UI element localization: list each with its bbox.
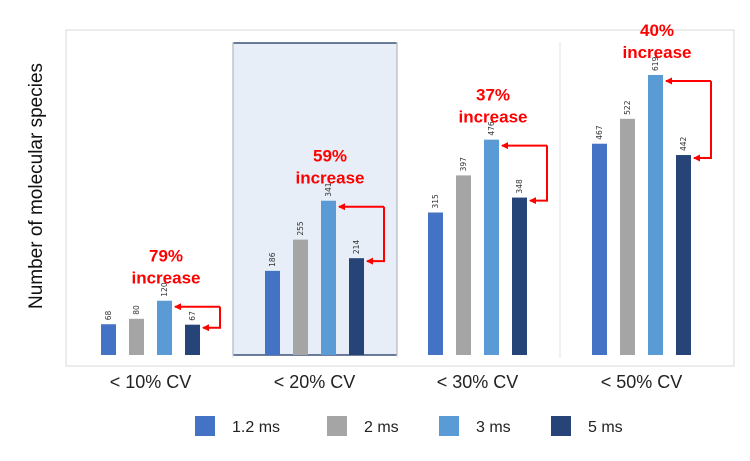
data-label: 522 — [623, 100, 632, 115]
data-label: 442 — [679, 136, 688, 151]
annotation-increase: increase — [132, 269, 201, 288]
legend-label: 1.2 ms — [232, 419, 280, 436]
legend-swatch — [551, 416, 571, 436]
bar — [185, 324, 200, 355]
data-label: 315 — [431, 194, 440, 209]
bar — [512, 197, 527, 355]
data-label: 67 — [188, 311, 197, 321]
legend-label: 5 ms — [588, 419, 623, 436]
bar — [648, 74, 663, 355]
bar — [620, 118, 635, 355]
annotation-increase: increase — [459, 108, 528, 127]
plot-frame — [65, 29, 735, 367]
bar — [101, 324, 116, 355]
bar — [428, 212, 443, 355]
annotation-percent: 59% — [313, 147, 347, 166]
annotation-percent: 37% — [476, 86, 510, 105]
data-label: 120 — [160, 282, 169, 297]
data-label: 397 — [459, 157, 468, 172]
bar — [484, 139, 499, 355]
data-label: 467 — [595, 125, 604, 140]
bar — [592, 143, 607, 355]
data-label: 80 — [132, 305, 141, 315]
bar — [321, 200, 336, 355]
data-label: 214 — [352, 240, 361, 255]
x-tick-label: < 50% CV — [601, 372, 683, 392]
legend-swatch — [327, 416, 347, 436]
annotation-percent: 40% — [640, 21, 674, 40]
x-tick-label: < 10% CV — [110, 372, 192, 392]
highlight-box — [232, 42, 398, 356]
annotation-percent: 79% — [149, 247, 183, 266]
bracket-arrow — [202, 306, 221, 332]
data-label: 255 — [296, 221, 305, 236]
bar — [157, 300, 172, 355]
annotation-increase: increase — [296, 169, 365, 188]
bracket-arrow — [693, 80, 712, 162]
bar — [265, 270, 280, 355]
bar — [129, 318, 144, 355]
data-label: 186 — [268, 252, 277, 267]
bracket-arrow — [529, 145, 548, 205]
annotation-increase: increase — [623, 43, 692, 62]
data-label: 619 — [651, 56, 660, 71]
data-label: 341 — [324, 182, 333, 197]
bar — [456, 175, 471, 355]
legend-swatch — [439, 416, 459, 436]
data-label: 476 — [487, 121, 496, 136]
data-label: 348 — [515, 179, 524, 194]
legend-swatch — [195, 416, 215, 436]
legend-label: 2 ms — [364, 419, 399, 436]
bar — [293, 239, 308, 355]
bracket-arrow — [366, 206, 385, 265]
y-axis-label: Number of molecular species — [26, 63, 47, 309]
x-tick-label: < 20% CV — [274, 372, 356, 392]
bar — [676, 155, 691, 355]
data-label: 68 — [104, 310, 113, 320]
legend-label: 3 ms — [476, 419, 511, 436]
x-tick-label: < 30% CV — [437, 372, 519, 392]
bar — [349, 258, 364, 355]
